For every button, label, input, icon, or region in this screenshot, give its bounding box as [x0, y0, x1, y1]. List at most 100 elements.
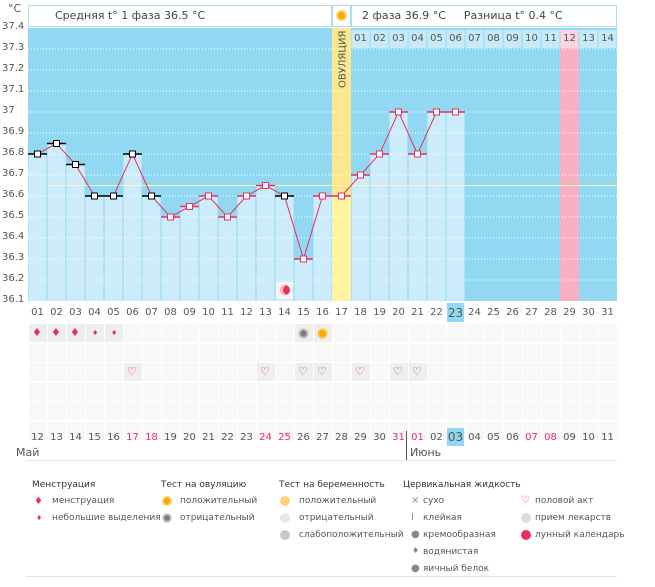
calendar-date: 29	[354, 432, 367, 443]
cycle-day-number: 22	[430, 307, 443, 318]
heart-icon: ♡	[521, 495, 530, 506]
marker-cell	[314, 363, 332, 381]
grid-cell	[485, 363, 503, 381]
cycle-day-number: 14	[278, 307, 291, 318]
grid-cell	[409, 421, 427, 440]
grid-cell	[523, 421, 541, 440]
grid-cell	[428, 343, 446, 362]
moon-icon	[521, 530, 531, 540]
temperature-bar	[275, 196, 294, 301]
grid-cell	[276, 324, 294, 342]
grid-cell	[67, 402, 85, 420]
grid-cell	[409, 343, 427, 362]
marker-cell	[352, 363, 370, 381]
legend-item: положительный	[180, 496, 258, 506]
grid-cell	[48, 343, 66, 362]
grid-cell	[257, 382, 275, 401]
grid-cell	[200, 402, 218, 420]
grid-cell	[466, 402, 484, 420]
grid-cell	[599, 363, 617, 381]
grid-cell	[162, 402, 180, 420]
grid-cell	[485, 343, 503, 362]
calendar-date: 30	[373, 432, 386, 443]
grid-cell	[238, 363, 256, 381]
ovulation-negative-icon	[298, 328, 309, 339]
grid-cell	[29, 363, 47, 381]
grid-cell	[143, 421, 161, 440]
grid-cell	[466, 343, 484, 362]
grid-cell	[542, 363, 560, 381]
phase2-summary: 2 фаза 36.9 °C Разница t° 0.4 °C	[351, 5, 617, 27]
ovulation-column-lower	[332, 196, 351, 301]
grid-cell	[257, 324, 275, 342]
cycle-day-number: 04	[88, 307, 101, 318]
grid-cell	[371, 402, 389, 420]
grid-cell	[561, 324, 579, 342]
legend-item: положительный	[299, 496, 377, 506]
watery-icon: ♦	[412, 546, 420, 555]
grid-cell	[333, 324, 351, 342]
ovulation-positive-icon	[162, 496, 172, 506]
grid-cell	[200, 382, 218, 401]
grid-cell	[333, 421, 351, 440]
dry-icon: ×	[411, 495, 420, 506]
grid-cell	[542, 421, 560, 440]
grid-cell	[352, 402, 370, 420]
grid-cell	[352, 324, 370, 342]
cycle-day-number: 02	[50, 307, 63, 318]
calendar-date: 05	[487, 432, 500, 443]
temperature-bar	[104, 196, 123, 301]
grid-cell	[219, 402, 237, 420]
grid-cell	[219, 363, 237, 381]
phase2-day-cell	[389, 30, 408, 48]
menstruation-light-icon: ♦	[92, 329, 99, 337]
phase2-day-cell	[446, 30, 465, 48]
cycle-day-number: 18	[354, 307, 367, 318]
calendar-date: 12	[31, 432, 44, 443]
grid-cell	[143, 402, 161, 420]
legend-item: половой акт	[535, 496, 594, 506]
legend-item: яичный белок	[423, 564, 490, 574]
heart-icon: ♡	[355, 365, 365, 378]
grid-cell	[466, 363, 484, 381]
phase2-day-number: 04	[411, 33, 424, 44]
cycle-day-number: 27	[525, 307, 538, 318]
grid-cell	[447, 324, 465, 342]
marker-cell	[48, 324, 66, 342]
grid-cell	[238, 421, 256, 440]
grid-cell	[143, 363, 161, 381]
calendar-date: 18	[145, 432, 158, 443]
grid-cell	[105, 382, 123, 401]
sticky-icon: I	[411, 512, 414, 523]
calendar-date: 03	[447, 430, 464, 444]
pill-icon	[521, 513, 531, 523]
grid-cell	[181, 363, 199, 381]
grid-cell	[200, 343, 218, 362]
y-tick-label: 37.3	[2, 42, 25, 53]
grid-cell	[181, 343, 199, 362]
grid-cell	[390, 324, 408, 342]
legend-item: отрицательный	[299, 513, 374, 523]
grid-cell	[276, 382, 294, 401]
grid-cell	[485, 324, 503, 342]
grid-cell	[504, 421, 522, 440]
grid-cell	[295, 402, 313, 420]
grid-cell	[390, 343, 408, 362]
cycle-day-number: 09	[183, 307, 196, 318]
grid-cell	[200, 324, 218, 342]
phase2-day-number: 03	[392, 33, 405, 44]
marker-cell	[86, 324, 104, 342]
grid-cell	[599, 382, 617, 401]
y-tick-label: 36.9	[2, 126, 25, 137]
grid-cell	[105, 363, 123, 381]
grid-cell	[143, 324, 161, 342]
grid-cell	[504, 324, 522, 342]
grid-cell	[86, 363, 104, 381]
cycle-day-number: 15	[297, 307, 310, 318]
phase2-day-cell	[370, 30, 389, 48]
grid-cell	[580, 343, 598, 362]
grid-cell	[48, 363, 66, 381]
grid-cell	[238, 324, 256, 342]
grid-cell	[504, 402, 522, 420]
grid-cell	[219, 421, 237, 440]
